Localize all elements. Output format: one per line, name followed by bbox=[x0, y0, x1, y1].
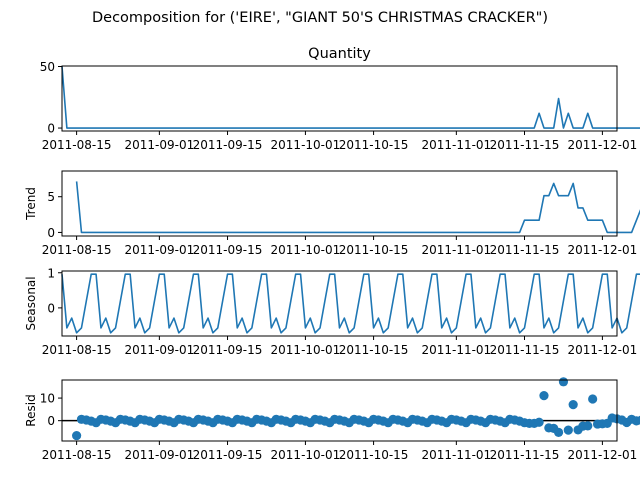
resid-ytick-label: 10 bbox=[40, 392, 55, 406]
trend-xtick-label: 2011-10-15 bbox=[339, 243, 409, 257]
seasonal-axes-frame bbox=[61, 270, 618, 337]
resid-point bbox=[72, 430, 82, 441]
observed-xtick-label: 2011-10-01 bbox=[271, 138, 341, 152]
seasonal-xtick-label: 2011-09-01 bbox=[124, 343, 194, 357]
trend-xtick-label: 2011-10-01 bbox=[271, 243, 341, 257]
resid-xtick-label: 2011-10-01 bbox=[271, 448, 341, 462]
seasonal-ytick-label: 0 bbox=[47, 301, 55, 315]
seasonal-xtick-label: 2011-09-15 bbox=[193, 343, 263, 357]
seasonal-series-line bbox=[61, 273, 640, 334]
observed-xtick-label: 2011-11-15 bbox=[490, 138, 560, 152]
panel-observed: Quantity 0 50 2011-08-15 2011-09-012011-09-1… bbox=[40, 46, 640, 152]
trend-axes-frame bbox=[61, 170, 618, 237]
resid-xtick-label: 2011-12-01 bbox=[568, 448, 638, 462]
resid-xtick-label: 2011-09-01 bbox=[124, 448, 194, 462]
seasonal-xtick-label: 2011-10-01 bbox=[271, 343, 341, 357]
trend-xtick-label: 2011-09-01 bbox=[124, 243, 194, 257]
seasonal-ylabel: Seasonal bbox=[24, 276, 38, 330]
seasonal-xtick-label: 2011-12-01 bbox=[568, 343, 638, 357]
resid-xtick-label: 2011-10-15 bbox=[339, 448, 409, 462]
seasonal-xtick-label: 2011-10-15 bbox=[339, 343, 409, 357]
observed-xtick-label: 2011-09-01 bbox=[124, 138, 194, 152]
trend-ytick-label: 0 bbox=[47, 226, 55, 240]
resid-point bbox=[563, 425, 573, 435]
resid-point bbox=[558, 377, 569, 387]
trend-series-line bbox=[75, 181, 640, 234]
trend-xtick-label: 2011-09-15 bbox=[193, 243, 263, 257]
resid-point bbox=[534, 417, 544, 427]
panel-seasonal: Seasonal 0 1 2011-08-15 2011-09-012011-09-15… bbox=[24, 266, 640, 357]
figure-suptitle: Decomposition for ('EIRE', "GIANT 50'S C… bbox=[92, 10, 548, 26]
trend-ytick-label: 5 bbox=[47, 190, 55, 204]
trend-xtick-label: 2011-11-01 bbox=[421, 243, 491, 257]
resid-point bbox=[553, 427, 564, 438]
observed-ytick-label: 50 bbox=[40, 60, 55, 74]
seasonal-ytick-label: 1 bbox=[47, 266, 55, 280]
resid-point bbox=[539, 390, 549, 401]
observed-xtick-label: 2011-08-15 bbox=[42, 138, 112, 152]
trend-xtick-label: 2011-08-15 bbox=[42, 243, 112, 257]
observed-xtick-label: 2011-10-15 bbox=[339, 138, 409, 152]
resid-point bbox=[568, 400, 578, 410]
resid-xtick-label: 2011-09-15 bbox=[193, 448, 263, 462]
resid-xtick-label: 2011-11-01 bbox=[421, 448, 491, 462]
resid-axes-frame bbox=[61, 379, 618, 442]
trend-ylabel: Trend bbox=[24, 187, 38, 221]
resid-ylabel: Resid bbox=[24, 394, 38, 426]
trend-xtick-label: 2011-11-15 bbox=[490, 243, 560, 257]
resid-point bbox=[588, 394, 598, 404]
resid-xtick-label: 2011-11-15 bbox=[490, 448, 560, 462]
observed-title: Quantity bbox=[308, 46, 371, 62]
resid-point bbox=[636, 415, 640, 425]
resid-ytick-label: 0 bbox=[47, 414, 55, 428]
observed-axes-frame bbox=[61, 65, 618, 132]
observed-xtick-label: 2011-12-01 bbox=[568, 138, 638, 152]
observed-xtick-label: 2011-09-15 bbox=[193, 138, 263, 152]
seasonal-xtick-label: 2011-08-15 bbox=[42, 343, 112, 357]
observed-series-line bbox=[61, 66, 640, 129]
trend-xtick-label: 2011-12-01 bbox=[568, 243, 638, 257]
resid-xtick-label: 2011-08-15 bbox=[42, 448, 112, 462]
observed-xtick-label: 2011-11-01 bbox=[421, 138, 491, 152]
seasonal-xtick-label: 2011-11-01 bbox=[421, 343, 491, 357]
seasonal-xtick-label: 2011-11-15 bbox=[490, 343, 560, 357]
resid-point bbox=[583, 421, 593, 431]
observed-ytick-label: 0 bbox=[47, 122, 55, 136]
